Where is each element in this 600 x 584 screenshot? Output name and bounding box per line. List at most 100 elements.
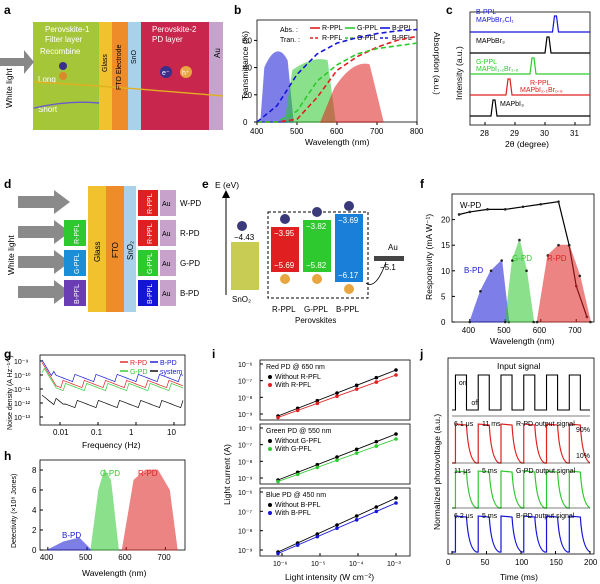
- panel-letter-e: e: [202, 177, 209, 191]
- ytick-label-b: 0: [243, 118, 248, 127]
- panel-c: c 28 29 30 31B-PPLMAPbBr₂Cl₁MAPbBr₃G-PPLMAP…: [446, 3, 591, 149]
- panel-letter-d: d: [4, 177, 11, 191]
- data-point-i: [374, 380, 379, 384]
- xtick-label-b: 700: [370, 127, 384, 136]
- xtick-label-j: 50: [481, 558, 490, 567]
- legend-marker-i: [268, 503, 272, 507]
- b-cb: −3.69: [338, 216, 359, 225]
- ytick-label-g: 10⁻¹⁰: [14, 372, 31, 380]
- device-stack-d: R-PFL G-PFL B-PFL R-PPL Au W-PD R-PPL Au R-PD G-P…: [64, 190, 201, 306]
- xlabel-f: Wavelength (nm): [490, 336, 555, 346]
- legend-marker-i: [268, 511, 272, 515]
- ppl-label-d: G-PPL: [147, 253, 154, 274]
- ytick-label-i: 10⁻⁸: [238, 395, 252, 402]
- subplot-frame-i: [259, 359, 411, 421]
- data-point-i: [315, 465, 320, 470]
- data-point-i: [315, 401, 320, 406]
- panel-letter-b: b: [234, 3, 241, 17]
- ppl-block-d: [138, 280, 158, 306]
- ytick-label-i: 10⁻⁹: [238, 476, 252, 483]
- ytick-label-i: 10⁻⁷: [238, 509, 252, 516]
- legend-label-i: Without R-PFL: [275, 374, 321, 381]
- au-label-a: Au: [213, 48, 222, 58]
- xlabel-h: Wavelength (nm): [82, 568, 147, 578]
- panel-f: f 0 5 10 15 20 400 500 600 700 W-PD B-PD G-PD R-PD R…: [420, 177, 595, 346]
- r-electron-icon: [280, 214, 290, 224]
- data-point-i: [276, 479, 280, 484]
- b-electron-icon: [344, 201, 354, 211]
- xrd-trace-c: [470, 57, 590, 75]
- long-wave-path: [33, 81, 224, 97]
- resp-marker-f: [532, 320, 535, 324]
- subplot-title-i: Blue PD @ 450 nm: [266, 492, 326, 499]
- resp-fill-f: [469, 259, 510, 323]
- off-label-j: off: [471, 400, 479, 407]
- data-point-i: [374, 439, 379, 444]
- data-point-i: [335, 523, 339, 527]
- noise-line-g: [41, 367, 184, 392]
- data-point-i: [335, 526, 339, 531]
- rise-label-j: 11 μs: [454, 468, 471, 475]
- resp-marker-f: [486, 208, 489, 211]
- legend-marker-i: [268, 383, 272, 387]
- data-point-i: [354, 518, 359, 522]
- au-block-d: [160, 190, 176, 216]
- plot-frame-j: [447, 357, 595, 555]
- ppl-label-d: R-PPL: [147, 223, 154, 244]
- au-block-d: [160, 280, 176, 306]
- ytick-label-b: 40: [243, 64, 252, 73]
- fto-d: [106, 186, 124, 312]
- sno2-label-a: SnO: [131, 49, 138, 64]
- label-g-pd-h: G-PD: [100, 469, 120, 478]
- panel-g: g 10⁻¹³ 10⁻¹² 10⁻¹¹ 10⁻¹⁰ 10⁻⁹ 0.01 0.1 1 10 R-PD…: [4, 347, 186, 450]
- trace-formula-c: MAPbI₁.₂Br₁.₈: [476, 66, 518, 73]
- panel-letter-f: f: [420, 177, 425, 191]
- au-layer: [209, 22, 223, 130]
- data-point-i: [335, 394, 339, 399]
- au-block-d: [160, 250, 176, 276]
- legend-label-b: R-PFL: [322, 35, 342, 42]
- data-point-i: [394, 501, 398, 505]
- label-b-pd-h: B-PD: [62, 531, 81, 540]
- ytick-label-h: 4: [32, 506, 37, 515]
- panel-i: i 10⁻⁹ 10⁻⁸ 10⁻⁷ 10⁻⁶ Red PD @ 650 nm Without…: [212, 347, 411, 582]
- xrd-trace-c: [470, 99, 590, 117]
- data-point-i: [276, 551, 280, 556]
- legend-label-i: Without B-PFL: [275, 502, 321, 509]
- data-point-i: [315, 398, 320, 403]
- on-label-j: on: [459, 380, 467, 387]
- hole-dot: [59, 72, 67, 80]
- xtick-label-f: 400: [462, 326, 476, 335]
- data-point-i: [276, 415, 280, 420]
- light-arrow-d: [18, 220, 70, 244]
- au-label-d: Au: [162, 201, 171, 208]
- ytick-label-f: 15: [441, 241, 450, 250]
- ytick-label-f: 10: [441, 267, 450, 276]
- fall-label-j: 11 ms: [482, 421, 501, 428]
- ylabel-j: Normalized photovoltage (a.u.): [432, 414, 442, 530]
- b-ppl-band: [335, 214, 363, 282]
- xtick-label-c: 30: [540, 129, 549, 138]
- det-fill-h: [121, 469, 178, 551]
- sno2-level: −4.43: [234, 233, 255, 242]
- ytick-label-g: 10⁻¹²: [14, 401, 31, 408]
- xlabel-j: Time (ms): [500, 572, 538, 582]
- plot-area-g: 10⁻¹³ 10⁻¹² 10⁻¹¹ 10⁻¹⁰ 10⁻⁹ 0.01 0.1 1 10 R-PD B-…: [14, 359, 184, 437]
- resp-marker-f: [539, 202, 543, 206]
- xlabel-c: 2θ (degree): [505, 139, 549, 149]
- abs-peak-b: [260, 51, 294, 123]
- xtick-label-g: 0.1: [91, 428, 103, 437]
- tran-line-b: [257, 35, 418, 123]
- data-point-i: [394, 432, 398, 436]
- ytick-label-b: 20: [243, 91, 252, 100]
- data-point-i: [394, 373, 398, 377]
- xrd-trace-c: [470, 36, 590, 54]
- ytick-label-i: 10⁻⁷: [238, 379, 252, 386]
- legend-label-i: With R-PFL: [275, 382, 311, 389]
- xtick-label-j: 200: [584, 558, 598, 567]
- glass-label: Glass: [102, 54, 109, 72]
- plot-area-i: 10⁻⁹ 10⁻⁸ 10⁻⁷ 10⁻⁶ Red PD @ 650 nm Without R…: [238, 359, 411, 568]
- resp-fill-f: [504, 238, 535, 323]
- ppl-block-d: [138, 220, 158, 246]
- legend-b: R-PPL G-PPL B-PPL R-PFL G-PFL B-PFL: [310, 25, 412, 42]
